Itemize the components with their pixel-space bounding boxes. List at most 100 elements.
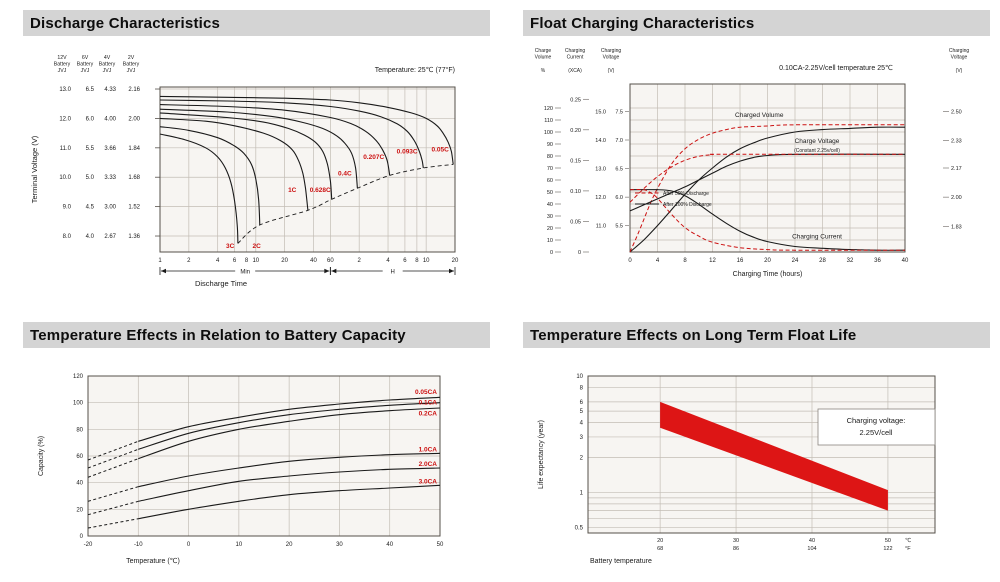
series-curve	[629, 153, 906, 203]
x-tick-celsius: 40	[809, 538, 815, 544]
tick-label: 2.00	[951, 195, 962, 201]
panel-header-discharge: Discharge Characteristics	[23, 10, 490, 36]
capacity-curve-dashed-0.2CA	[87, 458, 139, 478]
scale-header: Battery	[54, 62, 71, 68]
plot-label: Charge Voltage	[795, 138, 840, 145]
legend-label: After 100% Discharge	[663, 202, 712, 208]
panel-header-float-life: Temperature Effects on Long Term Float L…	[523, 322, 990, 348]
tick-label: 0	[550, 250, 553, 256]
series-curve	[629, 153, 906, 212]
scale-tick: 1.52	[128, 205, 140, 211]
x-tick-fahrenheit: 122	[883, 546, 892, 552]
tick-label: 7.5	[615, 109, 623, 115]
x-tick-label: 50	[437, 542, 444, 548]
tick-label: 10	[547, 238, 553, 244]
axis-header: Charging	[565, 48, 586, 54]
rate-label: 0.05CA	[415, 389, 437, 396]
x-tick-celsius: 20	[657, 538, 663, 544]
plot-border	[629, 83, 906, 253]
y-tick-label: 0	[80, 534, 84, 540]
panel-header-temp-capacity: Temperature Effects in Relation to Batte…	[23, 322, 490, 348]
x-tick-label: 2	[358, 258, 362, 264]
scale-header: 12V	[57, 55, 67, 61]
y-tick-label: 4	[580, 420, 584, 426]
x-tick-label: 10	[236, 542, 243, 548]
rate-label: 2C	[252, 243, 261, 250]
discharge-curve-0.207C	[159, 104, 391, 176]
condition-note: 0.10CA-2.25V/cell temperature 25℃	[779, 65, 893, 72]
x-axis-title: Charging Time (hours)	[733, 271, 803, 278]
axis-header: Charge	[535, 48, 552, 54]
scale-tick: 4.00	[104, 116, 116, 122]
float-life-chart: 1086543210.5206830864010450122℃°FChargin…	[538, 374, 936, 565]
scale-tick: 2.67	[104, 234, 116, 240]
scale-tick: 5.5	[86, 146, 95, 152]
life-expectancy-band	[660, 401, 888, 511]
plot-label: (Constant 2.25v/cell)	[794, 148, 840, 154]
panel-discharge: Discharge Characteristics 12V Battery JVJ 1…	[23, 10, 490, 301]
x-tick-fahrenheit: 68	[657, 546, 663, 552]
fahrenheit-unit-label: °F	[905, 546, 911, 552]
x-tick-label: 32	[847, 258, 854, 264]
scale-header: Battery	[77, 62, 94, 68]
scale-tick: 1.84	[128, 146, 140, 152]
arrowhead-icon	[331, 268, 337, 274]
discharge-curve-1C	[159, 117, 309, 211]
discharge-curve-0.628C	[159, 112, 333, 200]
temperature-note: Temperature: 25℃ (77°F)	[375, 66, 455, 74]
scale-tick: 12.0	[59, 116, 71, 122]
y-tick-label: 120	[73, 374, 84, 380]
rate-label: 3.0CA	[419, 478, 438, 485]
plot-label: Charged Volume	[735, 112, 784, 119]
y-tick-label: 100	[73, 401, 84, 407]
x-tick-label: 40	[902, 258, 909, 264]
x-tick-label: 36	[874, 258, 881, 264]
y-axis-title: Capacity (%)	[38, 436, 45, 476]
tick-label: 12.0	[595, 195, 606, 201]
axis-header: Volume	[535, 55, 552, 61]
scale-header: JVJ	[81, 68, 90, 74]
plot-border	[87, 375, 441, 537]
tick-label: 0.05	[570, 219, 581, 225]
x-tick-celsius: 50	[885, 538, 891, 544]
discharge-curve-0.05C	[159, 95, 454, 165]
scale-tick: 13.0	[59, 87, 71, 93]
endpoint-locus	[237, 163, 454, 244]
scale-tick: 1.36	[128, 234, 140, 240]
x-tick-label: 24	[792, 258, 799, 264]
axis-unit: %	[541, 68, 546, 74]
scale-tick: 1.68	[128, 175, 140, 181]
x-tick-fahrenheit: 104	[807, 546, 816, 552]
x-axis-title: Battery temperature	[590, 558, 652, 565]
discharge-curve-0.4C	[159, 108, 358, 189]
scale-tick: 4.33	[104, 87, 116, 93]
scale-tick: 5.0	[86, 175, 95, 181]
arrowhead-icon	[161, 268, 166, 274]
scale-header: JVJ	[127, 68, 136, 74]
scale-header: JVJ	[58, 68, 67, 74]
scale-header: Battery	[123, 62, 140, 68]
panel-float-charging: Float Charging Characteristics Charge Vol…	[523, 10, 990, 301]
y-axis-title: Life expectancy (year)	[538, 420, 545, 489]
tick-label: 110	[544, 118, 553, 124]
scale-tick: 3.33	[104, 175, 116, 181]
x-tick-label: 20	[286, 542, 293, 548]
rate-label: 0.4C	[338, 170, 352, 177]
x-tick-label: 10	[252, 258, 259, 264]
tick-label: 0	[578, 250, 581, 256]
scale-tick: 3.66	[104, 146, 116, 152]
x-tick-celsius: 30	[733, 538, 739, 544]
panel-title-float-charging: Float Charging Characteristics	[530, 14, 755, 32]
x-tick-label: 8	[415, 258, 419, 264]
capacity-curve-1.0CA	[138, 452, 441, 488]
discharge-curve-3C	[159, 133, 239, 244]
annotation-text: Charging voltage:	[847, 416, 906, 425]
celsius-unit-label: ℃	[905, 537, 911, 544]
x-tick-label: 60	[327, 258, 334, 264]
rate-label: 0.093C	[397, 148, 418, 155]
series-curve	[629, 189, 906, 251]
x-tick-label: 10	[423, 258, 430, 264]
tick-label: 70	[547, 166, 553, 172]
y-tick-label: 60	[76, 454, 83, 460]
